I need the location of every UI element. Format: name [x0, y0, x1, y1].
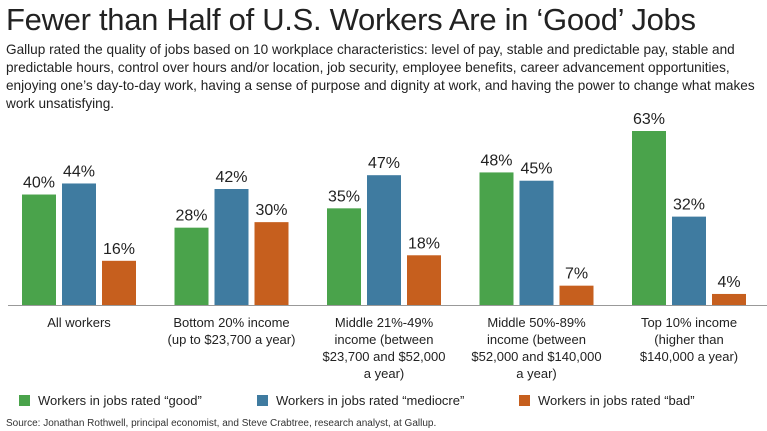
- bar-good: [174, 227, 209, 305]
- data-label-mediocre: 45%: [520, 161, 552, 178]
- category-label: Top 10% income: [641, 315, 737, 330]
- bar-bad: [102, 260, 136, 305]
- data-label-bad: 7%: [565, 266, 588, 283]
- source-note: Source: Jonathan Rothwell, principal eco…: [6, 418, 437, 429]
- data-label-mediocre: 32%: [673, 197, 705, 214]
- bar-mediocre: [672, 216, 706, 305]
- bar-bad: [559, 285, 594, 305]
- legend-swatch-bad: [519, 395, 530, 406]
- legend-label-bad: Workers in jobs rated “bad”: [538, 393, 695, 408]
- bar-mediocre: [367, 175, 401, 305]
- legend-item-bad: Workers in jobs rated “bad”: [519, 393, 695, 408]
- data-label-mediocre: 44%: [63, 163, 95, 180]
- bar-bad: [254, 222, 289, 305]
- legend-item-good: Workers in jobs rated “good”: [19, 393, 202, 408]
- category-label: a year): [364, 366, 404, 381]
- data-label-good: 28%: [175, 208, 207, 225]
- data-label-bad: 30%: [255, 202, 287, 219]
- legend-swatch-good: [19, 395, 30, 406]
- bar-bad: [712, 293, 746, 305]
- bar-mediocre: [214, 189, 249, 305]
- data-label-good: 63%: [633, 111, 665, 128]
- bar-good: [22, 194, 56, 305]
- legend-label-mediocre: Workers in jobs rated “mediocre”: [276, 393, 465, 408]
- bar-bad: [407, 255, 441, 305]
- legend: Workers in jobs rated “good” Workers in …: [0, 393, 767, 413]
- category-label: (higher than: [654, 332, 723, 347]
- category-label: $140,000 a year): [640, 349, 738, 364]
- bar-mediocre: [519, 180, 554, 305]
- category-label: All workers: [47, 315, 111, 330]
- chart-subtitle: Gallup rated the quality of jobs based o…: [6, 42, 755, 111]
- data-label-good: 40%: [23, 175, 55, 192]
- category-label: $23,700 and $52,000: [323, 349, 446, 364]
- chart-title: Fewer than Half of U.S. Workers Are in ‘…: [6, 2, 696, 37]
- category-label: Bottom 20% income: [173, 315, 289, 330]
- bar-good: [327, 208, 361, 305]
- data-label-good: 35%: [328, 188, 360, 205]
- data-label-bad: 4%: [717, 274, 740, 291]
- category-label: Middle 21%-49%: [335, 315, 434, 330]
- bar-good: [632, 131, 666, 305]
- data-label-good: 48%: [480, 152, 512, 169]
- category-label: income (between: [335, 332, 434, 347]
- data-label-bad: 16%: [103, 241, 135, 258]
- bar-good: [479, 172, 514, 305]
- category-label: Middle 50%-89%: [487, 315, 586, 330]
- category-label: (up to $23,700 a year): [168, 332, 296, 347]
- category-label: $52,000 and $140,000: [471, 349, 601, 364]
- legend-swatch-mediocre: [257, 395, 268, 406]
- data-label-mediocre: 42%: [215, 169, 247, 186]
- data-label-bad: 18%: [408, 235, 440, 252]
- category-label: income (between: [487, 332, 586, 347]
- bar-chart: 40% 44% 16% All workers 28% 42% 30% Bottom 20% …: [8, 111, 767, 381]
- category-label: a year): [516, 366, 556, 381]
- legend-item-mediocre: Workers in jobs rated “mediocre”: [257, 393, 464, 408]
- bar-mediocre: [62, 183, 96, 305]
- legend-label-good: Workers in jobs rated “good”: [38, 393, 202, 408]
- data-label-mediocre: 47%: [368, 155, 400, 172]
